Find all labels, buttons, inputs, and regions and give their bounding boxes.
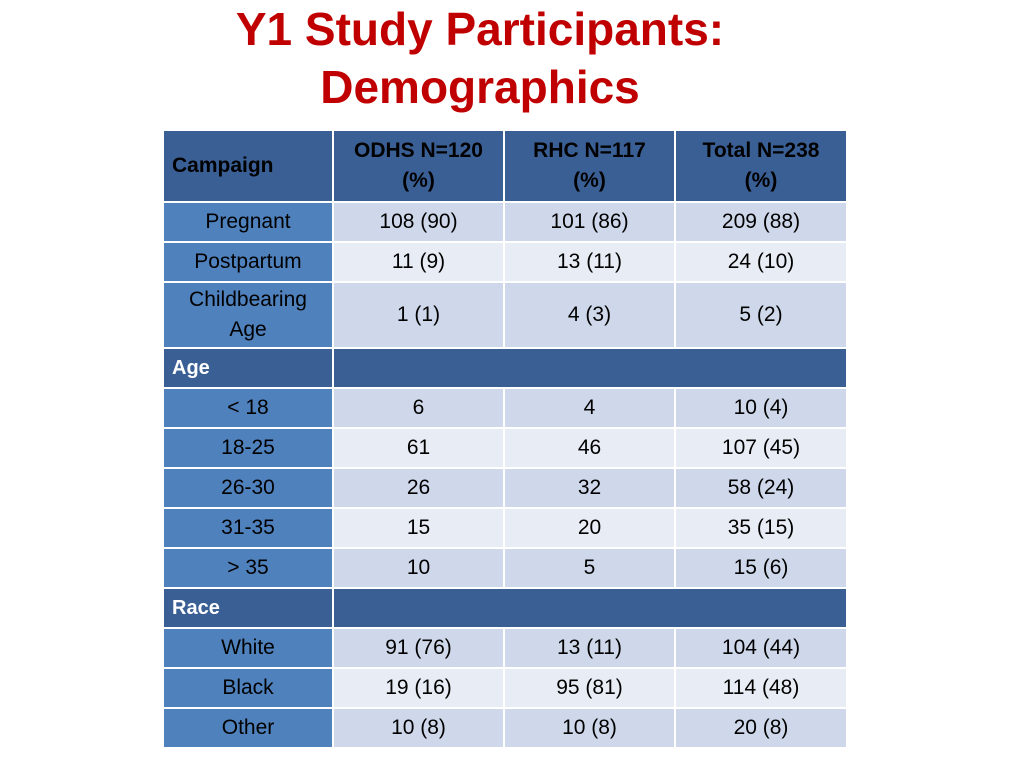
cell-odhs: 108 (90) xyxy=(332,201,505,243)
title-line-2: Demographics xyxy=(320,61,640,113)
header-rhc-line2: (%) xyxy=(573,169,606,192)
table-row-age-under-18: < 18 6 4 10 (4) xyxy=(162,387,848,429)
header-odhs-line1: ODHS N=120 xyxy=(354,139,483,162)
row-label: Childbearing Age xyxy=(162,281,334,349)
cell-rhc: 10 (8) xyxy=(503,707,676,749)
cell-rhc: 95 (81) xyxy=(503,667,676,709)
cell-rhc: 13 (11) xyxy=(503,627,676,669)
cell-odhs: 19 (16) xyxy=(332,667,505,709)
title-line-1: Y1 Study Participants: xyxy=(235,3,725,55)
cell-total: 20 (8) xyxy=(674,707,848,749)
cell-total: 58 (24) xyxy=(674,467,848,509)
row-label: > 35 xyxy=(162,547,334,589)
row-label-line2: Age xyxy=(229,318,267,341)
table-row-postpartum: Postpartum 11 (9) 13 (11) 24 (10) xyxy=(162,241,848,283)
header-rhc: RHC N=117 (%) xyxy=(503,129,676,203)
demographics-table: Campaign ODHS N=120 (%) RHC N=117 (%) To… xyxy=(162,129,848,749)
cell-odhs: 6 xyxy=(332,387,505,429)
section-fill xyxy=(332,587,848,629)
cell-total: 114 (48) xyxy=(674,667,848,709)
cell-odhs: 26 xyxy=(332,467,505,509)
cell-total: 10 (4) xyxy=(674,387,848,429)
cell-odhs: 11 (9) xyxy=(332,241,505,283)
row-label: Other xyxy=(162,707,334,749)
cell-rhc: 5 xyxy=(503,547,676,589)
row-label: Black xyxy=(162,667,334,709)
table-row-age-18-25: 18-25 61 46 107 (45) xyxy=(162,427,848,469)
header-odhs-line2: (%) xyxy=(402,169,435,192)
table-row-age-over-35: > 35 10 5 15 (6) xyxy=(162,547,848,589)
table-row-pregnant: Pregnant 108 (90) 101 (86) 209 (88) xyxy=(162,201,848,243)
cell-total: 104 (44) xyxy=(674,627,848,669)
table-row-race-black: Black 19 (16) 95 (81) 114 (48) xyxy=(162,667,848,709)
table-row-age-31-35: 31-35 15 20 35 (15) xyxy=(162,507,848,549)
cell-total: 209 (88) xyxy=(674,201,848,243)
table-row-age-26-30: 26-30 26 32 58 (24) xyxy=(162,467,848,509)
table-row-childbearing-age: Childbearing Age 1 (1) 4 (3) 5 (2) xyxy=(162,281,848,349)
slide-title: Y1 Study Participants: Demographics xyxy=(150,0,810,116)
cell-odhs: 10 xyxy=(332,547,505,589)
row-label: 18-25 xyxy=(162,427,334,469)
cell-odhs: 10 (8) xyxy=(332,707,505,749)
header-odhs: ODHS N=120 (%) xyxy=(332,129,505,203)
row-label: 31-35 xyxy=(162,507,334,549)
cell-rhc: 32 xyxy=(503,467,676,509)
row-label: Pregnant xyxy=(162,201,334,243)
header-total-line1: Total N=238 xyxy=(702,139,820,162)
cell-odhs: 91 (76) xyxy=(332,627,505,669)
cell-total: 107 (45) xyxy=(674,427,848,469)
cell-total: 5 (2) xyxy=(674,281,848,349)
section-row-race: Race xyxy=(162,587,848,629)
row-label: < 18 xyxy=(162,387,334,429)
cell-rhc: 4 (3) xyxy=(503,281,676,349)
cell-rhc: 13 (11) xyxy=(503,241,676,283)
cell-rhc: 46 xyxy=(503,427,676,469)
header-total-line2: (%) xyxy=(744,169,778,192)
header-row: Campaign ODHS N=120 (%) RHC N=117 (%) To… xyxy=(162,129,848,203)
cell-total: 24 (10) xyxy=(674,241,848,283)
section-label-age: Age xyxy=(162,347,334,389)
header-total: Total N=238 (%) xyxy=(674,129,848,203)
cell-total: 35 (15) xyxy=(674,507,848,549)
cell-odhs: 15 xyxy=(332,507,505,549)
table-row-race-other: Other 10 (8) 10 (8) 20 (8) xyxy=(162,707,848,749)
section-row-age: Age xyxy=(162,347,848,389)
cell-odhs: 1 (1) xyxy=(332,281,505,349)
cell-odhs: 61 xyxy=(332,427,505,469)
cell-rhc: 4 xyxy=(503,387,676,429)
row-label: 26-30 xyxy=(162,467,334,509)
header-campaign: Campaign xyxy=(162,129,334,203)
table-row-race-white: White 91 (76) 13 (11) 104 (44) xyxy=(162,627,848,669)
cell-rhc: 20 xyxy=(503,507,676,549)
row-label: White xyxy=(162,627,334,669)
row-label-line1: Childbearing xyxy=(189,288,307,311)
section-fill xyxy=(332,347,848,389)
row-label: Postpartum xyxy=(162,241,334,283)
header-rhc-line1: RHC N=117 xyxy=(533,139,646,162)
cell-rhc: 101 (86) xyxy=(503,201,676,243)
cell-total: 15 (6) xyxy=(674,547,848,589)
section-label-race: Race xyxy=(162,587,334,629)
